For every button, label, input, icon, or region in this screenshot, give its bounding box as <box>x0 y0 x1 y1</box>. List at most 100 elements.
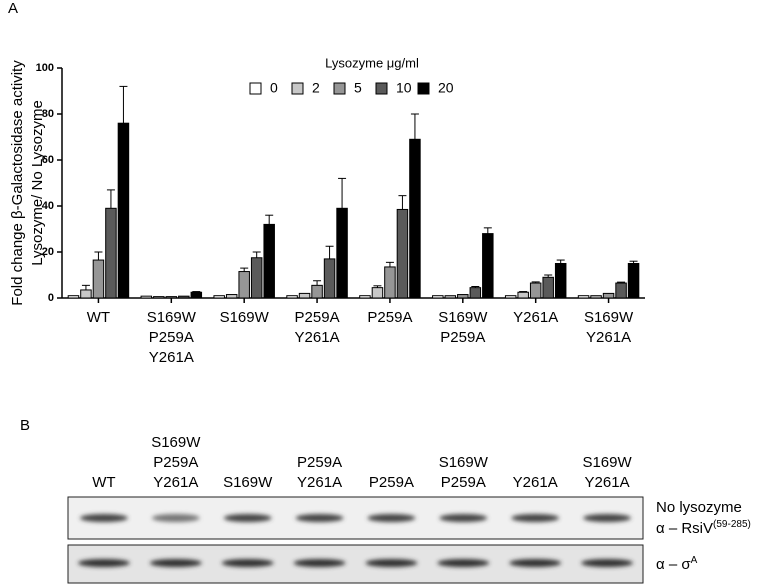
band <box>223 514 272 522</box>
error-bar <box>94 251 103 261</box>
y-tick-label: 20 <box>42 246 54 258</box>
band <box>295 514 344 522</box>
bar <box>238 271 250 299</box>
bar <box>323 258 336 299</box>
error-bar <box>471 286 480 288</box>
blot-antibody: α – σA <box>656 555 697 573</box>
error-bar <box>385 261 394 267</box>
error-bar <box>265 214 274 225</box>
bar <box>517 291 529 299</box>
x-tick-label: S169W P259A <box>438 309 488 346</box>
band <box>509 559 562 567</box>
bar <box>190 291 203 299</box>
bar <box>590 295 602 299</box>
error-bar <box>119 85 128 124</box>
band <box>151 514 200 522</box>
bar <box>469 287 482 299</box>
band <box>581 559 634 567</box>
band <box>437 559 490 567</box>
error-bar <box>410 113 419 140</box>
bar <box>153 296 165 299</box>
bar <box>336 207 348 299</box>
error-bar <box>398 195 407 210</box>
legend-label: 5 <box>354 80 362 96</box>
bar <box>225 294 238 299</box>
error-bar <box>544 274 553 278</box>
y-tick-label: 0 <box>48 292 54 304</box>
blot-antibody: α – RsiV(59-285) <box>656 519 751 537</box>
lane-label: Y261A <box>512 474 558 491</box>
error-bar <box>313 280 322 286</box>
band <box>293 559 346 567</box>
bar <box>263 223 275 299</box>
bar <box>457 294 469 299</box>
x-tick-label: Y261A <box>513 309 559 326</box>
bar <box>444 295 457 299</box>
bar <box>577 295 590 299</box>
bar <box>371 287 384 299</box>
band <box>79 514 128 522</box>
band <box>511 514 560 522</box>
band <box>439 514 488 522</box>
band <box>365 559 418 567</box>
bar <box>482 233 494 299</box>
legend-title: Lysozyme μg/ml <box>325 55 419 70</box>
band <box>221 559 274 567</box>
bar <box>92 259 105 299</box>
error-bar <box>531 281 540 284</box>
y-tick-label: 40 <box>42 200 54 212</box>
antibody-sup: A <box>690 555 698 566</box>
bar <box>409 138 421 299</box>
y-tick-label: 100 <box>36 62 54 74</box>
legend-swatch <box>249 82 262 95</box>
bar <box>384 266 396 299</box>
legend-label: 20 <box>438 80 454 96</box>
error-bar <box>240 267 249 272</box>
bar <box>67 295 80 299</box>
blot-condition: No lysozyme <box>656 499 742 516</box>
error-bar <box>556 259 565 264</box>
bar <box>396 208 409 299</box>
legend-label: 10 <box>396 80 412 96</box>
lane-label: S169W P259A <box>438 454 488 491</box>
error-bar <box>617 281 626 284</box>
antibody-name: α – RsiV <box>656 520 714 537</box>
legend-label: 2 <box>312 80 320 96</box>
lane-label: P259A Y261A <box>297 454 343 491</box>
bar <box>504 295 517 299</box>
bar <box>165 296 178 299</box>
bar <box>602 292 615 299</box>
bar <box>529 282 542 299</box>
lane-label: S169W P259A Y261A <box>151 434 201 491</box>
bar <box>432 295 444 299</box>
error-bar <box>338 177 347 209</box>
bar <box>359 295 371 299</box>
antibody-sup: (59-285) <box>713 519 751 530</box>
bar <box>311 284 323 299</box>
bar <box>105 207 117 299</box>
bar <box>554 263 567 299</box>
x-tick-label: S169W <box>219 309 269 326</box>
lane-label: P259A <box>368 474 414 491</box>
x-tick-label: WT <box>86 309 111 326</box>
legend-swatch <box>375 82 388 95</box>
x-tick-label: S169W Y261A <box>583 309 634 346</box>
bands <box>77 514 634 567</box>
error-bar <box>81 284 90 290</box>
bar <box>178 295 190 299</box>
bar <box>542 276 554 299</box>
blot-frame <box>67 544 644 584</box>
legend-label: 0 <box>270 80 278 96</box>
lane-label: S169W <box>223 474 273 491</box>
panel-label: A <box>8 0 19 17</box>
error-bar <box>106 189 115 209</box>
error-bar <box>519 291 528 293</box>
bar <box>298 292 311 299</box>
antibody-name: α – σ <box>656 556 691 573</box>
y-tick-label: 60 <box>42 154 54 166</box>
band <box>583 514 632 522</box>
y-axis-label: Fold change β-Galactosidase activity <box>9 60 26 306</box>
x-tick-label: P259A Y261A <box>294 309 340 346</box>
y-axis-label: Lysozyme/ No Lysozyme <box>29 100 46 266</box>
bar <box>627 263 640 299</box>
